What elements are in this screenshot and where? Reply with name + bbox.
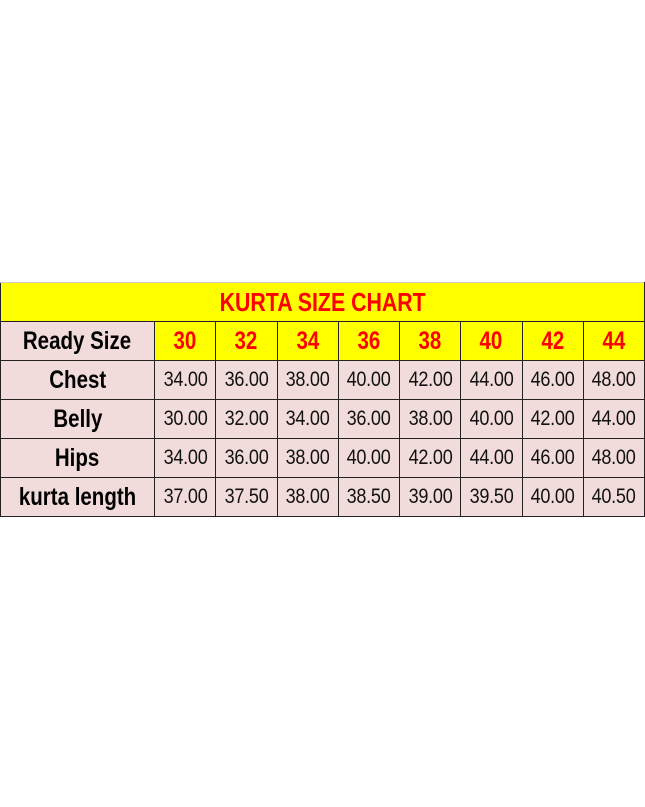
measurement-cell: 40.00 xyxy=(337,438,401,478)
measurement-cell: 36.00 xyxy=(215,438,278,478)
measurement-value: 34.00 xyxy=(163,368,208,391)
measurement-value: 40.00 xyxy=(530,485,575,508)
size-header: 32 xyxy=(215,321,278,361)
measurement-cell: 37.00 xyxy=(153,477,217,517)
row-label-text: Belly xyxy=(52,404,102,433)
measurement-cell: 34.00 xyxy=(153,438,217,478)
size-text: 30 xyxy=(173,326,197,355)
size-header: 42 xyxy=(521,321,584,361)
measurement-value: 39.00 xyxy=(408,485,453,508)
size-header: 38 xyxy=(398,321,462,361)
measurement-cell: 48.00 xyxy=(582,438,645,478)
measurement-cell: 37.50 xyxy=(215,477,278,517)
size-header: 30 xyxy=(153,321,217,361)
measurement-value: 40.00 xyxy=(346,446,391,469)
measurement-cell: 36.00 xyxy=(337,399,401,439)
measurement-value: 36.00 xyxy=(346,407,391,430)
measurement-cell: 40.00 xyxy=(337,360,401,400)
size-header: 34 xyxy=(276,321,339,361)
measurement-value: 37.00 xyxy=(163,485,208,508)
table-row: kurta length 37.00 37.50 38.00 38.50 39.00 39.… xyxy=(0,477,645,517)
row-label-text: Chest xyxy=(49,365,106,394)
measurement-value: 46.00 xyxy=(530,446,575,469)
measurement-value: 38.00 xyxy=(285,368,330,391)
measurement-value: 46.00 xyxy=(530,368,575,391)
measurement-cell: 38.00 xyxy=(398,399,462,439)
measurement-value: 44.00 xyxy=(469,368,514,391)
measurement-cell: 40.00 xyxy=(460,399,523,439)
measurement-value: 42.00 xyxy=(530,407,575,430)
measurement-cell: 38.00 xyxy=(276,477,339,517)
measurement-cell: 34.00 xyxy=(276,399,339,439)
measurement-value: 32.00 xyxy=(224,407,269,430)
size-text: 34 xyxy=(296,326,320,355)
size-text: 42 xyxy=(541,326,565,355)
row-label: Hips xyxy=(0,438,155,478)
size-header: 44 xyxy=(582,321,645,361)
size-text: 36 xyxy=(357,326,381,355)
measurement-cell: 48.00 xyxy=(582,360,645,400)
size-text: 38 xyxy=(418,326,442,355)
measurement-value: 42.00 xyxy=(408,446,453,469)
measurement-cell: 44.00 xyxy=(582,399,645,439)
measurement-cell: 40.00 xyxy=(521,477,584,517)
measurement-value: 48.00 xyxy=(591,368,636,391)
header-row: Ready Size 30 32 34 36 38 40 42 44 xyxy=(0,321,645,361)
size-text: 40 xyxy=(479,326,503,355)
measurement-cell: 38.00 xyxy=(276,360,339,400)
measurement-value: 44.00 xyxy=(469,446,514,469)
measurement-cell: 46.00 xyxy=(521,438,584,478)
row-label-text: Hips xyxy=(55,443,100,472)
measurement-cell: 36.00 xyxy=(215,360,278,400)
measurement-value: 30.00 xyxy=(163,407,208,430)
measurement-cell: 42.00 xyxy=(398,360,462,400)
measurement-cell: 42.00 xyxy=(521,399,584,439)
measurement-value: 40.00 xyxy=(346,368,391,391)
row-label: Chest xyxy=(0,360,155,400)
measurement-value: 40.00 xyxy=(469,407,514,430)
table-row: Hips 34.00 36.00 38.00 40.00 42.00 44.00 46.00 4… xyxy=(0,438,645,478)
measurement-cell: 42.00 xyxy=(398,438,462,478)
row-label: Belly xyxy=(0,399,155,439)
measurement-cell: 34.00 xyxy=(153,360,217,400)
measurement-cell: 38.00 xyxy=(276,438,339,478)
measurement-value: 38.00 xyxy=(285,485,330,508)
table-row: Belly 30.00 32.00 34.00 36.00 38.00 40.00 42.00… xyxy=(0,399,645,439)
measurement-value: 34.00 xyxy=(163,446,208,469)
row-label-text: kurta length xyxy=(18,482,137,511)
title-row: KURTA SIZE CHART xyxy=(0,282,645,322)
ready-size-label: Ready Size xyxy=(0,321,155,361)
measurement-value: 44.00 xyxy=(591,407,636,430)
measurement-cell: 30.00 xyxy=(153,399,217,439)
measurement-cell: 44.00 xyxy=(460,438,523,478)
measurement-cell: 44.00 xyxy=(460,360,523,400)
kurta-size-chart-table: KURTA SIZE CHART Ready Size 30 32 34 36 38 40… xyxy=(0,282,645,517)
row-label: kurta length xyxy=(0,477,155,517)
measurement-value: 38.50 xyxy=(346,485,391,508)
measurement-cell: 32.00 xyxy=(215,399,278,439)
measurement-value: 39.50 xyxy=(469,485,514,508)
measurement-cell: 40.50 xyxy=(582,477,645,517)
size-header: 36 xyxy=(337,321,401,361)
table-row: Chest 34.00 36.00 38.00 40.00 42.00 44.00 46.00… xyxy=(0,360,645,400)
measurement-cell: 46.00 xyxy=(521,360,584,400)
measurement-value: 37.50 xyxy=(224,485,269,508)
size-text: 44 xyxy=(602,326,626,355)
measurement-value: 40.50 xyxy=(591,485,636,508)
measurement-cell: 39.50 xyxy=(460,477,523,517)
measurement-cell: 39.00 xyxy=(398,477,462,517)
chart-title: KURTA SIZE CHART xyxy=(0,282,645,322)
measurement-value: 42.00 xyxy=(408,368,453,391)
measurement-value: 34.00 xyxy=(285,407,330,430)
measurement-value: 36.00 xyxy=(224,368,269,391)
measurement-value: 38.00 xyxy=(285,446,330,469)
ready-size-text: Ready Size xyxy=(23,326,132,355)
measurement-value: 48.00 xyxy=(591,446,636,469)
measurement-value: 36.00 xyxy=(224,446,269,469)
measurement-cell: 38.50 xyxy=(337,477,401,517)
chart-title-text: KURTA SIZE CHART xyxy=(219,286,426,317)
size-header: 40 xyxy=(460,321,523,361)
size-text: 32 xyxy=(234,326,258,355)
measurement-value: 38.00 xyxy=(408,407,453,430)
